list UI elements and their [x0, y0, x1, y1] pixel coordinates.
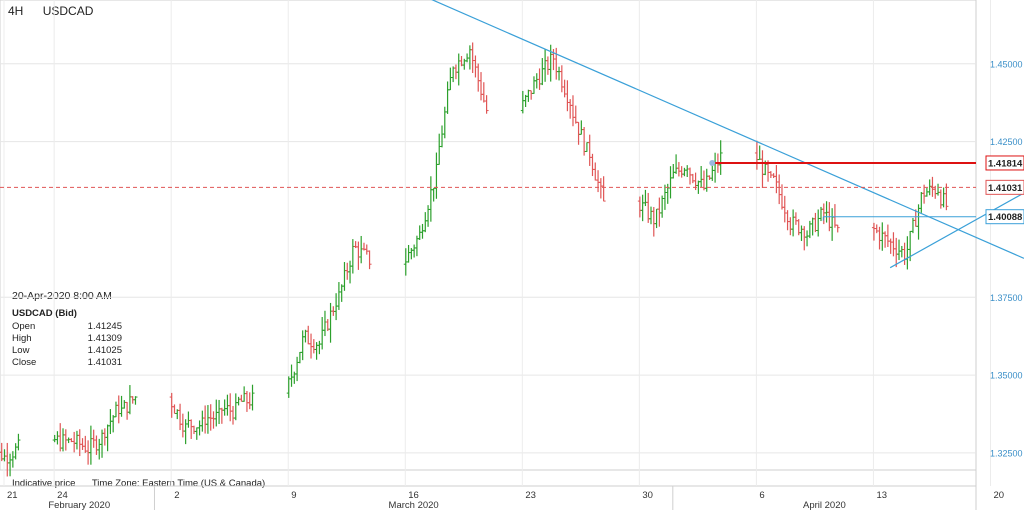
grid — [0, 0, 991, 510]
month-label: February 2020 — [48, 500, 110, 510]
ohlc-bars — [0, 42, 949, 477]
x-tick-label: 24 — [57, 490, 68, 501]
info-value: 1.41245 — [87, 321, 122, 332]
chart-header: 4H USDCAD — [8, 4, 109, 18]
timezone-label: Time Zone: Eastern Time (US & Canada) — [91, 478, 266, 489]
trendline-descending — [431, 0, 1024, 259]
y-tick-label: 1.45000 — [990, 59, 1023, 69]
info-row-high: High 1.41309 — [12, 333, 122, 345]
resistance-price-label: 1.41814 — [988, 158, 1023, 169]
x-tick-label: 13 — [876, 490, 887, 501]
x-tick-label: 2 — [174, 490, 179, 501]
footer-note: Indicative price Time Zone: Eastern Time… — [12, 478, 279, 489]
info-row-open: Open 1.41245 — [12, 321, 122, 333]
x-tick-label: 23 — [525, 490, 536, 501]
support-price-label-box — [985, 209, 1024, 225]
info-row-close: Close 1.41031 — [12, 357, 122, 369]
current-price-label-box — [985, 179, 1024, 195]
interval-label[interactable]: 4H — [8, 4, 24, 18]
y-tick-label: 1.42500 — [990, 137, 1023, 147]
y-axis: 1.32500 1.35000 1.37500 1.42500 1.45000 1.418… — [985, 59, 1024, 458]
ohlc-info-box: 20-Apr-2020 8:00 AM USDCAD (Bid) Open 1.… — [12, 290, 122, 369]
x-tick-label: 16 — [408, 490, 419, 501]
indicative-price-label: Indicative price — [12, 478, 76, 489]
x-tick-label: 30 — [642, 490, 653, 501]
x-tick-label: 21 — [7, 490, 18, 501]
overlays — [0, 0, 1024, 269]
month-label: March 2020 — [389, 500, 439, 510]
current-price-label: 1.41031 — [988, 183, 1023, 194]
x-tick-label: 9 — [291, 490, 296, 501]
info-label: High — [12, 333, 32, 344]
resistance-anchor-dot — [709, 159, 716, 166]
info-row-low: Low 1.41025 — [12, 345, 122, 357]
info-value: 1.41025 — [87, 345, 122, 356]
y-tick-label: 1.35000 — [990, 371, 1023, 381]
info-datetime: 20-Apr-2020 8:00 AM — [12, 290, 112, 302]
month-label: April 2020 — [803, 500, 846, 510]
info-value: 1.41031 — [87, 357, 122, 368]
info-label: Close — [12, 357, 37, 368]
info-value: 1.41309 — [87, 333, 122, 344]
info-symbol: USDCAD (Bid) — [12, 308, 77, 319]
symbol-label[interactable]: USDCAD — [42, 4, 94, 18]
x-tick-label: 20 — [993, 490, 1004, 501]
x-axis: 21 24 2 9 16 23 30 6 13 20 February 2020 March 2020… — [7, 486, 1004, 510]
x-tick-label: 6 — [759, 490, 764, 501]
support-price-label: 1.40088 — [988, 212, 1022, 223]
y-tick-label: 1.32500 — [990, 448, 1023, 458]
plot-frame — [0, 0, 977, 471]
y-tick-label: 1.37500 — [990, 293, 1023, 303]
info-label: Open — [12, 321, 36, 332]
resistance-price-label-box — [985, 155, 1024, 171]
info-label: Low — [12, 345, 30, 356]
trendline-ascending — [889, 192, 1024, 269]
